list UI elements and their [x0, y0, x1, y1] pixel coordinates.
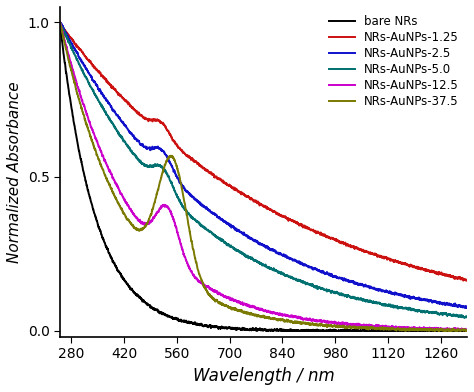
- NRs-AuNPs-1.25: [104, 80, 109, 84]
- NRs-AuNPs-37.5: [402, 328, 408, 333]
- NRs-AuNPs-1.25: [468, 278, 474, 283]
- NRs-AuNPs-1.25: [57, 20, 63, 25]
- NRs-AuNPs-12.5: [416, 326, 421, 330]
- NRs-AuNPs-2.5: [57, 20, 63, 25]
- NRs-AuNPs-2.5: [468, 305, 474, 310]
- NRs-AuNPs-2.5: [104, 98, 109, 103]
- bare NRs: [416, 328, 421, 333]
- NRs-AuNPs-37.5: [104, 176, 109, 181]
- Line: bare NRs: bare NRs: [60, 22, 471, 331]
- NRs-AuNPs-37.5: [468, 327, 474, 332]
- NRs-AuNPs-2.5: [128, 132, 134, 136]
- NRs-AuNPs-12.5: [443, 328, 449, 333]
- NRs-AuNPs-37.5: [128, 221, 134, 226]
- bare NRs: [468, 328, 474, 333]
- NRs-AuNPs-5.0: [232, 247, 238, 252]
- NRs-AuNPs-37.5: [460, 327, 466, 332]
- NRs-AuNPs-2.5: [462, 306, 468, 310]
- bare NRs: [254, 328, 260, 333]
- Line: NRs-AuNPs-2.5: NRs-AuNPs-2.5: [60, 22, 471, 308]
- bare NRs: [57, 20, 63, 25]
- NRs-AuNPs-1.25: [128, 104, 134, 109]
- Line: NRs-AuNPs-5.0: NRs-AuNPs-5.0: [60, 22, 471, 318]
- NRs-AuNPs-1.25: [460, 276, 465, 281]
- X-axis label: Wavelength / nm: Wavelength / nm: [192, 367, 334, 385]
- bare NRs: [215, 325, 220, 329]
- NRs-AuNPs-2.5: [416, 296, 421, 300]
- NRs-AuNPs-37.5: [215, 299, 220, 304]
- Line: NRs-AuNPs-37.5: NRs-AuNPs-37.5: [60, 22, 471, 331]
- Legend: bare NRs, NRs-AuNPs-1.25, NRs-AuNPs-2.5, NRs-AuNPs-5.0, NRs-AuNPs-12.5, NRs-AuNP: bare NRs, NRs-AuNPs-1.25, NRs-AuNPs-2.5,…: [326, 13, 461, 110]
- NRs-AuNPs-1.25: [232, 186, 238, 191]
- NRs-AuNPs-37.5: [57, 20, 63, 25]
- NRs-AuNPs-5.0: [57, 20, 63, 25]
- Line: NRs-AuNPs-12.5: NRs-AuNPs-12.5: [60, 22, 471, 331]
- bare NRs: [460, 328, 466, 332]
- NRs-AuNPs-5.0: [466, 315, 472, 320]
- NRs-AuNPs-37.5: [232, 307, 238, 312]
- NRs-AuNPs-2.5: [460, 304, 465, 309]
- NRs-AuNPs-1.25: [416, 267, 421, 271]
- NRs-AuNPs-12.5: [104, 162, 109, 167]
- NRs-AuNPs-37.5: [416, 328, 421, 332]
- NRs-AuNPs-5.0: [215, 236, 220, 240]
- NRs-AuNPs-12.5: [215, 291, 220, 296]
- NRs-AuNPs-1.25: [215, 176, 220, 181]
- NRs-AuNPs-5.0: [460, 314, 465, 319]
- Y-axis label: Normalized Absorbance: Normalized Absorbance: [7, 81, 22, 263]
- bare NRs: [232, 325, 238, 330]
- NRs-AuNPs-12.5: [57, 20, 63, 25]
- NRs-AuNPs-2.5: [215, 215, 220, 220]
- NRs-AuNPs-2.5: [232, 227, 238, 232]
- NRs-AuNPs-1.25: [467, 279, 473, 284]
- bare NRs: [128, 287, 134, 291]
- Line: NRs-AuNPs-1.25: NRs-AuNPs-1.25: [60, 22, 471, 282]
- NRs-AuNPs-5.0: [104, 112, 109, 116]
- NRs-AuNPs-12.5: [460, 327, 466, 332]
- bare NRs: [104, 247, 109, 251]
- NRs-AuNPs-12.5: [128, 208, 134, 213]
- NRs-AuNPs-12.5: [232, 298, 238, 303]
- NRs-AuNPs-12.5: [468, 328, 474, 332]
- NRs-AuNPs-5.0: [468, 315, 474, 319]
- NRs-AuNPs-5.0: [128, 149, 134, 154]
- NRs-AuNPs-5.0: [416, 308, 421, 313]
